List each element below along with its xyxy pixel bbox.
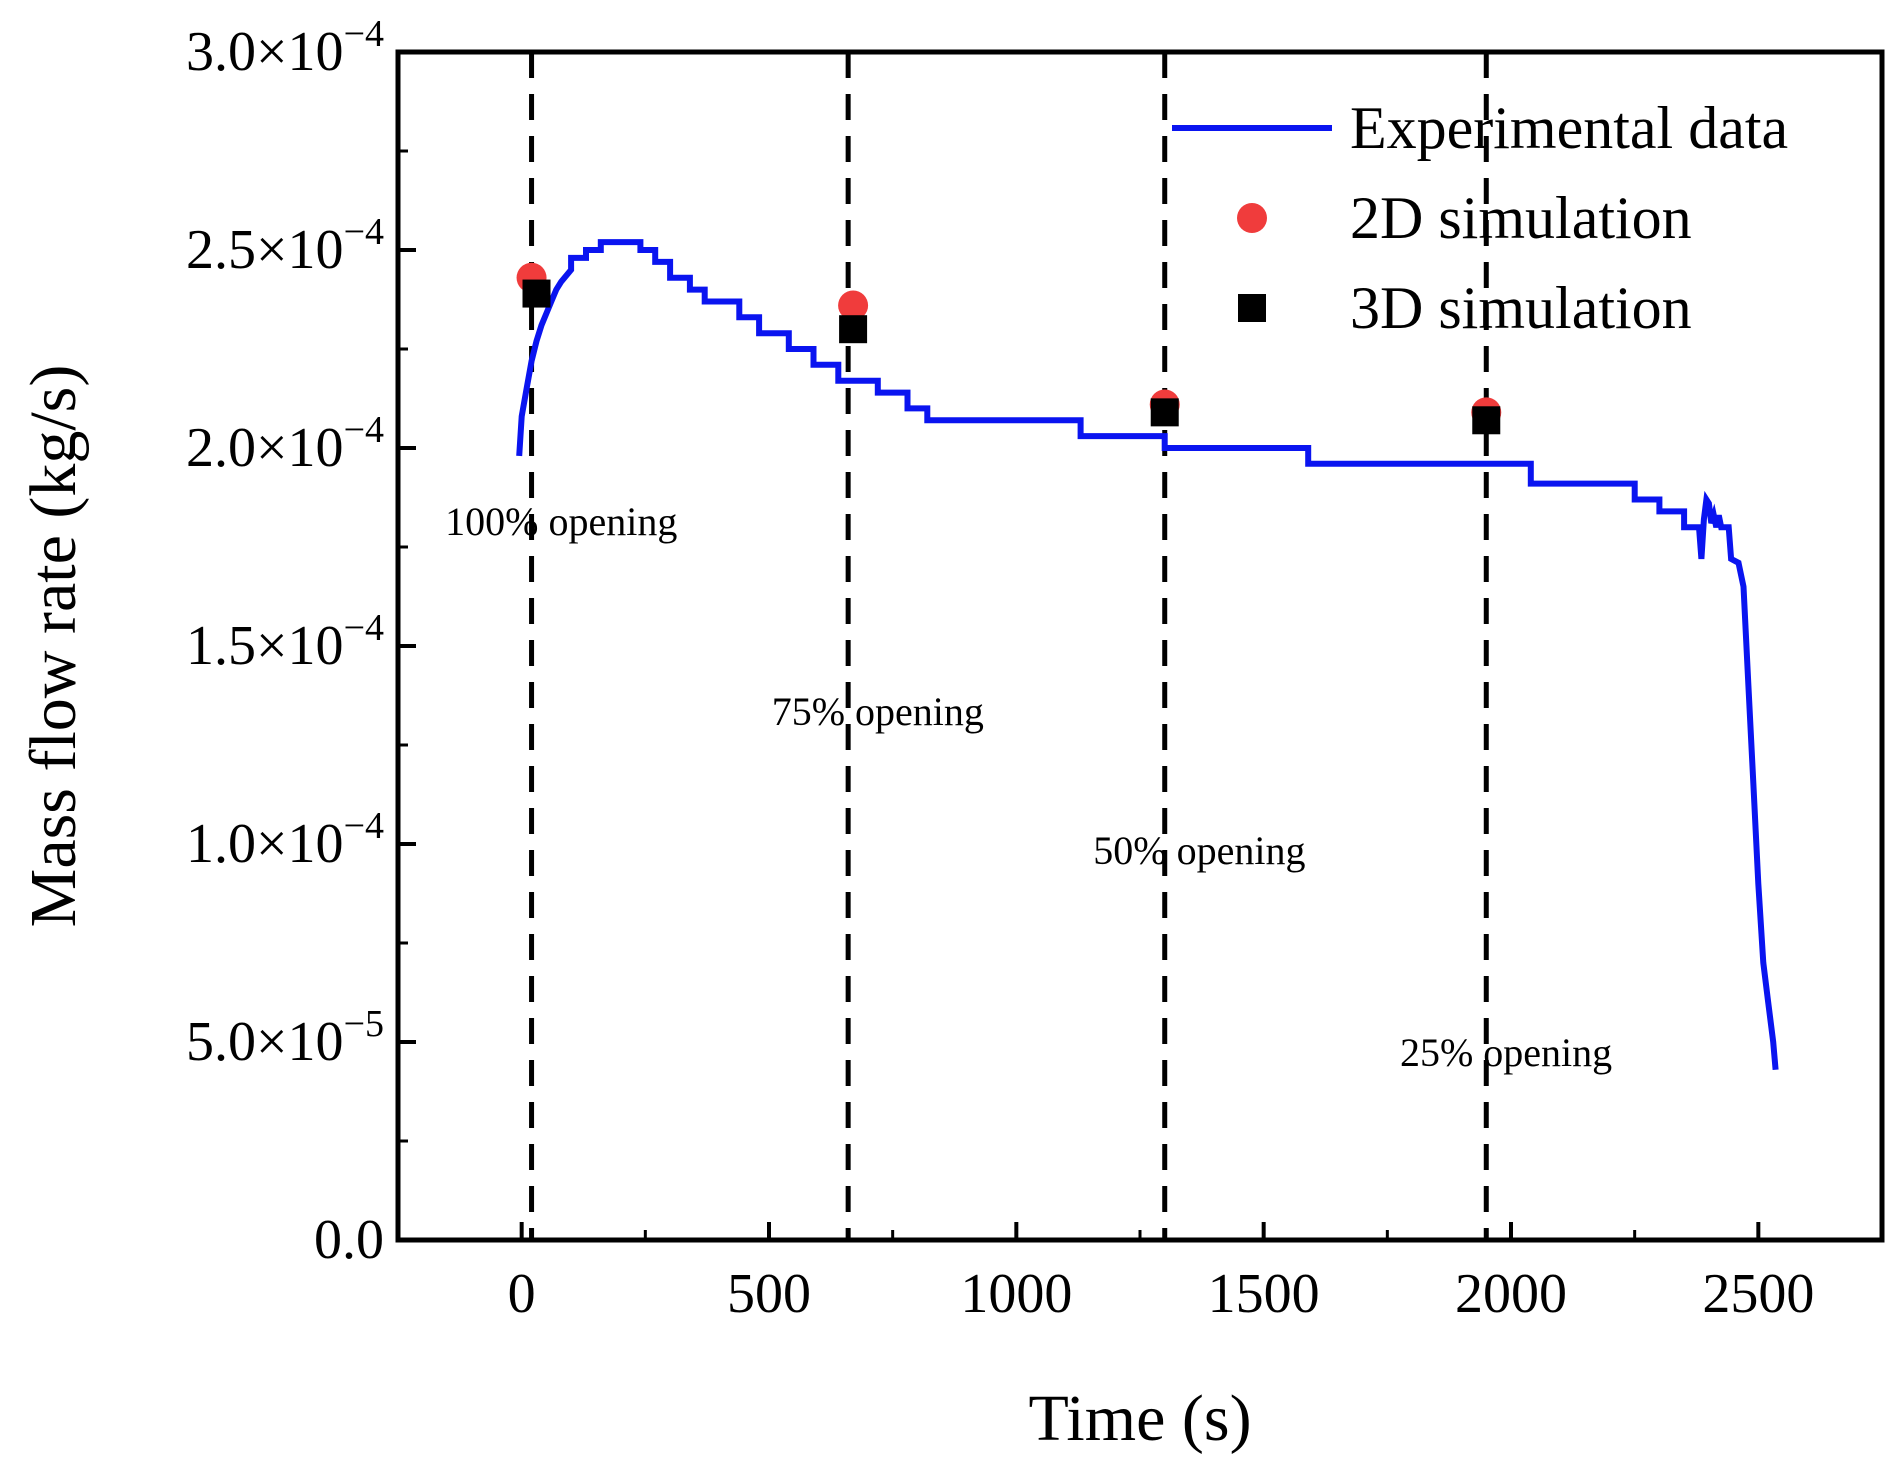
- y-tick-mantissa: 1.0×10: [186, 813, 344, 875]
- y-tick-label: 5.0×10−5: [186, 1003, 384, 1073]
- y-tick-label: 2.5×10−4: [186, 211, 384, 281]
- legend-label: 2D simulation: [1350, 185, 1692, 251]
- annotation-layer: 100% opening 75% opening 50% opening 25% op…: [445, 499, 1612, 1075]
- x-tick-label: 1000: [960, 1263, 1072, 1325]
- 3d-simulation-point: [1472, 406, 1501, 435]
- opening-annotation: 75% opening: [772, 689, 984, 734]
- 2d-simulation-point: [838, 290, 869, 321]
- legend-circle-swatch: [1237, 203, 1267, 233]
- y-tick-label: 0.0: [314, 1209, 384, 1271]
- y-tick-exponent: −4: [344, 211, 384, 253]
- legend-label: 3D simulation: [1350, 275, 1692, 341]
- opening-annotation: 25% opening: [1400, 1030, 1612, 1075]
- y-tick-label: 1.5×10−4: [186, 607, 384, 677]
- y-tick-mantissa: 0.0: [314, 1209, 384, 1271]
- x-tick-label: 2000: [1455, 1263, 1567, 1325]
- experimental-data-line: [516, 239, 1779, 1070]
- tick-label-layer: 0 500 1000 1500 2000 25000.05.0×10−51.0×10−41…: [186, 13, 1814, 1325]
- legend-label: Experimental data: [1350, 95, 1788, 161]
- legend-square-swatch: [1238, 294, 1266, 322]
- opening-annotation: 50% opening: [1093, 828, 1305, 873]
- x-tick-label: 1500: [1208, 1263, 1320, 1325]
- 3d-simulation-point: [839, 315, 868, 344]
- y-tick-exponent: −5: [344, 1003, 384, 1045]
- vertical-line-layer: [529, 52, 1489, 1240]
- x-tick-label: 0: [508, 1263, 536, 1325]
- y-tick-exponent: −4: [344, 409, 384, 451]
- y-tick-mantissa: 5.0×10: [186, 1011, 344, 1073]
- y-tick-exponent: −4: [344, 607, 384, 649]
- 3d-simulation-point: [522, 279, 551, 308]
- opening-annotation: 100% opening: [445, 499, 677, 544]
- y-tick-mantissa: 2.0×10: [186, 417, 344, 479]
- y-tick-mantissa: 1.5×10: [186, 615, 344, 677]
- series-layer: [516, 239, 1779, 1070]
- legend: Experimental data 2D simulation 3D simulat…: [1172, 95, 1788, 341]
- tick-layer: [396, 50, 1884, 1242]
- y-tick-exponent: −4: [344, 805, 384, 847]
- y-tick-mantissa: 2.5×10: [186, 219, 344, 281]
- y-tick-label: 1.0×10−4: [186, 805, 384, 875]
- y-tick-label: 2.0×10−4: [186, 409, 384, 479]
- y-tick-label: 3.0×10−4: [186, 13, 384, 83]
- x-tick-label: 2500: [1702, 1263, 1814, 1325]
- y-tick-mantissa: 3.0×10: [186, 21, 344, 83]
- y-tick-exponent: −4: [344, 13, 384, 55]
- x-tick-label: 500: [727, 1263, 811, 1325]
- y-axis-title: Mass flow rate (kg/s): [17, 365, 90, 928]
- 3d-simulation-point: [1150, 398, 1179, 427]
- x-axis-title: Time (s): [1028, 1382, 1251, 1455]
